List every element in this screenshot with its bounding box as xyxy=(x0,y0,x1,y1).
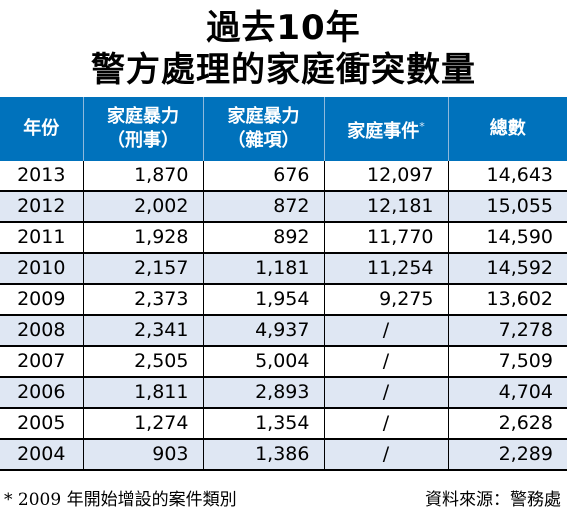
cell-year: 2012 xyxy=(0,191,83,223)
table-row: 2006 1,811 2,893/4,704 xyxy=(0,377,567,409)
title-line-1: 過去10年 xyxy=(206,8,361,48)
cell-incident: 9,275 xyxy=(323,284,448,316)
cell-dv-misc: 892 xyxy=(202,222,324,254)
cell-total: 4,704 xyxy=(447,377,567,409)
cell-dv-criminal: 2,373 xyxy=(82,284,203,316)
cell-incident: 11,254 xyxy=(323,253,448,285)
cell-total: 7,278 xyxy=(447,315,567,347)
cell-dv-criminal: 2,002 xyxy=(82,191,203,223)
cell-dv-criminal: 903 xyxy=(82,439,203,471)
cell-total: 2,628 xyxy=(447,408,567,440)
cell-total: 7,509 xyxy=(447,346,567,378)
cell-dv-misc: 1,954 xyxy=(202,284,324,316)
cell-dv-criminal: 2,157 xyxy=(82,253,203,285)
cell-incident: / xyxy=(323,346,448,378)
table-row: 2008 2,341 4,937/7,278 xyxy=(0,315,567,347)
cell-dv-misc: 872 xyxy=(202,191,324,223)
cell-year: 2013 xyxy=(0,161,83,192)
cell-dv-criminal: 1,811 xyxy=(82,377,203,409)
title-line-2: 警方處理的家庭衝突數量 xyxy=(91,50,476,90)
cell-incident: 12,097 xyxy=(323,161,448,192)
cell-dv-criminal: 2,341 xyxy=(82,315,203,347)
header-total: 總數 xyxy=(447,97,567,161)
cell-incident: / xyxy=(323,408,448,440)
footer: * 2009 年開始增設的案件類別 資料來源：警務處 xyxy=(0,484,567,516)
asterisk-mark: * xyxy=(419,119,425,133)
header-dv-misc: 家庭暴力 （雜項） xyxy=(202,97,324,161)
table-row: 2009 2,373 1,954 9,275 13,602 xyxy=(0,284,567,316)
table-row: 2010 2,157 1,181 11,254 14,592 xyxy=(0,253,567,285)
cell-incident: 12,181 xyxy=(323,191,448,223)
cell-year: 2005 xyxy=(0,408,83,440)
cell-incident: / xyxy=(323,315,448,347)
source-credit: 資料來源：警務處 xyxy=(425,490,561,510)
cell-year: 2006 xyxy=(0,377,83,409)
cell-year: 2008 xyxy=(0,315,83,347)
cell-dv-misc: 676 xyxy=(202,161,324,192)
table-row: 2011 1,928 892 11,770 14,590 xyxy=(0,222,567,254)
header-row: 年份 家庭暴力 （刑事） 家庭暴力 （雜項） 家庭事件* 總數 xyxy=(0,97,567,161)
cell-total: 14,590 xyxy=(447,222,567,254)
cell-total: 2,289 xyxy=(447,439,567,471)
cell-year: 2010 xyxy=(0,253,83,285)
data-table: 年份 家庭暴力 （刑事） 家庭暴力 （雜項） 家庭事件* 總數 2013 1,87… xyxy=(0,97,567,471)
cell-year: 2004 xyxy=(0,439,83,471)
cell-year: 2009 xyxy=(0,284,83,316)
table-row: 2013 1,870 676 12,097 14,643 xyxy=(0,161,567,192)
table-row: 2005 1,274 1,354/2,628 xyxy=(0,408,567,440)
cell-year: 2011 xyxy=(0,222,83,254)
header-incident: 家庭事件* xyxy=(323,97,448,161)
cell-total: 14,592 xyxy=(447,253,567,285)
cell-incident: / xyxy=(323,439,448,471)
cell-dv-criminal: 1,870 xyxy=(82,161,203,192)
cell-dv-misc: 4,937 xyxy=(202,315,324,347)
cell-dv-misc: 2,893 xyxy=(202,377,324,409)
cell-dv-misc: 5,004 xyxy=(202,346,324,378)
cell-incident: / xyxy=(323,377,448,409)
header-dv-criminal: 家庭暴力 （刑事） xyxy=(82,97,203,161)
header-year: 年份 xyxy=(0,97,83,161)
table-row: 2012 2,002 872 12,181 15,055 xyxy=(0,191,567,223)
table-row: 2007 2,505 5,004/7,509 xyxy=(0,346,567,378)
cell-dv-criminal: 1,274 xyxy=(82,408,203,440)
cell-dv-criminal: 2,505 xyxy=(82,346,203,378)
cell-total: 15,055 xyxy=(447,191,567,223)
footnote: * 2009 年開始增設的案件類別 xyxy=(4,490,237,510)
cell-incident: 11,770 xyxy=(323,222,448,254)
cell-total: 14,643 xyxy=(447,161,567,192)
cell-year: 2007 xyxy=(0,346,83,378)
table-row: 2004 903 1,386/2,289 xyxy=(0,439,567,471)
cell-dv-criminal: 1,928 xyxy=(82,222,203,254)
cell-total: 13,602 xyxy=(447,284,567,316)
cell-dv-misc: 1,354 xyxy=(202,408,324,440)
cell-dv-misc: 1,181 xyxy=(202,253,324,285)
cell-dv-misc: 1,386 xyxy=(202,439,324,471)
